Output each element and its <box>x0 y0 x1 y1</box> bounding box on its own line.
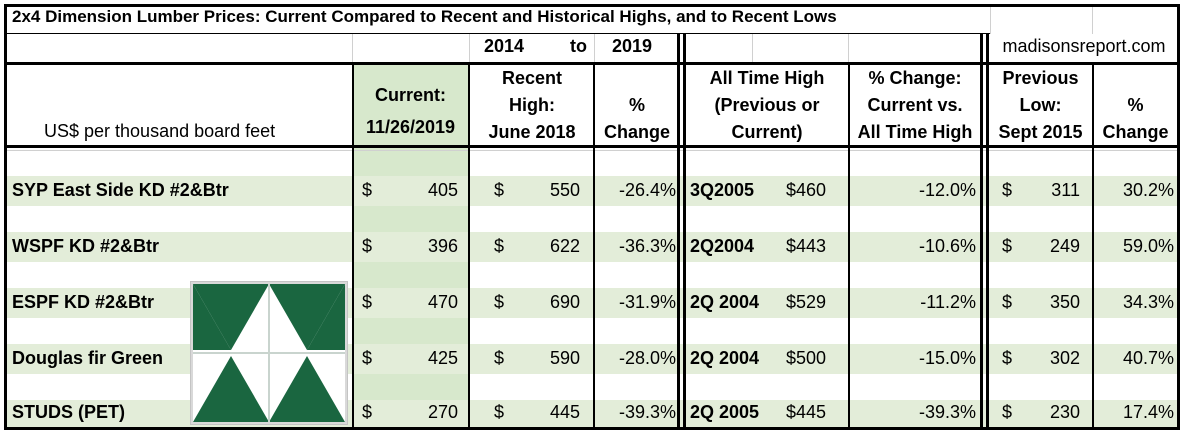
year-to-label: to <box>570 36 587 56</box>
pct-change-recent: -26.4% <box>618 180 676 200</box>
pct-change-recent: -31.9% <box>618 292 676 312</box>
currency-symbol: $ <box>362 348 373 368</box>
currency-symbol: $ <box>494 292 505 312</box>
units-header: US$ per thousand board feet <box>44 121 276 141</box>
recent-high-price: 590 <box>549 348 580 368</box>
prev-low-price: 302 <box>1049 348 1080 368</box>
currency-symbol: $ <box>1002 402 1013 422</box>
pct-low-header: % Change <box>1094 92 1177 146</box>
currency-symbol: $ <box>362 180 373 200</box>
recent-high-header: Recent High: June 2018 <box>470 65 594 146</box>
ath-period: 2Q 2005 <box>690 402 760 422</box>
current-header: Current: 11/26/2019 <box>352 79 469 143</box>
year-from: 2014 <box>484 36 525 56</box>
ath-line2: (Previous or <box>714 95 820 115</box>
product-name: SYP East Side KD #2&Btr <box>12 180 229 200</box>
pct-change-ath: -11.2% <box>920 292 976 312</box>
recent-high-line3: June 2018 <box>488 122 576 142</box>
prev-low-line2: Low: <box>1019 95 1062 115</box>
recent-high-line1: Recent <box>501 68 563 88</box>
prev-low-price: 350 <box>1049 292 1080 312</box>
prev-low-line1: Previous <box>1002 68 1079 88</box>
ath-period: 2Q 2004 <box>690 348 760 368</box>
ath-period: 3Q2005 <box>690 180 755 200</box>
ath-line1: All Time High <box>709 68 825 88</box>
product-name: Douglas fir Green <box>12 348 164 368</box>
current-price: 396 <box>427 236 458 256</box>
currency-symbol: $ <box>494 402 505 422</box>
currency-symbol: $ <box>1002 292 1013 312</box>
pct-change-ath: -15.0% <box>918 348 976 368</box>
pct-change-low: 30.2% <box>1122 180 1174 200</box>
pct-change-recent: -39.3% <box>618 402 676 422</box>
pct-ath-line3: All Time High <box>857 122 973 142</box>
recent-high-line2: High: <box>509 95 555 115</box>
pct-ath-header: % Change: Current vs. All Time High <box>850 65 980 146</box>
currency-symbol: $ <box>1002 348 1013 368</box>
current-price: 470 <box>427 292 458 312</box>
recent-high-price: 445 <box>549 402 580 422</box>
currency-symbol: $ <box>494 236 505 256</box>
ath-header: All Time High (Previous or Current) <box>686 65 848 146</box>
current-price: 425 <box>427 348 458 368</box>
pct-change-recent: -36.3% <box>618 236 676 256</box>
ath-price: $443 <box>786 236 827 256</box>
pct-change-ath: -39.3% <box>918 402 976 422</box>
ath-price: $460 <box>786 180 827 200</box>
prev-low-header: Previous Low: Sept 2015 <box>989 65 1092 146</box>
current-header-line1: Current: <box>375 85 446 105</box>
currency-symbol: $ <box>1002 236 1013 256</box>
pct-ath-line2: Current vs. <box>867 95 963 115</box>
ath-line3: Current) <box>731 122 803 142</box>
pct-change-low: 17.4% <box>1122 402 1174 422</box>
recent-high-price: 690 <box>549 292 580 312</box>
prev-low-line3: Sept 2015 <box>998 122 1083 142</box>
ath-price: $500 <box>786 348 827 368</box>
current-header-line2: 11/26/2019 <box>365 117 456 137</box>
currency-symbol: $ <box>362 402 373 422</box>
recent-high-price: 550 <box>549 180 580 200</box>
prev-low-price: 230 <box>1049 402 1080 422</box>
table-title: 2x4 Dimension Lumber Prices: Current Com… <box>12 7 837 26</box>
currency-symbol: $ <box>362 292 373 312</box>
current-price: 270 <box>427 402 458 422</box>
pct-change-low: 40.7% <box>1122 348 1174 368</box>
pct-change-recent: -28.0% <box>618 348 676 368</box>
currency-symbol: $ <box>494 348 505 368</box>
prev-low-price: 249 <box>1049 236 1080 256</box>
ath-period: 2Q 2004 <box>690 292 760 312</box>
currency-symbol: $ <box>1002 180 1013 200</box>
pct-recent-line1: % <box>628 95 645 115</box>
ath-price: $529 <box>786 292 827 312</box>
ath-period: 2Q2004 <box>690 236 755 256</box>
site-name: madisonsreport.com <box>1002 36 1166 56</box>
prev-low-price: 311 <box>1051 180 1080 200</box>
product-name: WSPF KD #2&Btr <box>12 236 160 256</box>
pct-change-low: 59.0% <box>1122 236 1174 256</box>
pct-low-line1: % <box>1127 95 1144 115</box>
ath-price: $445 <box>786 402 827 422</box>
pct-change-ath: -12.0% <box>918 180 976 200</box>
pct-ath-line1: % Change: <box>868 68 962 88</box>
pct-recent-header: % Change <box>595 92 679 146</box>
product-name: ESPF KD #2&Btr <box>12 292 155 312</box>
year-to: 2019 <box>612 36 653 56</box>
pct-low-line2: Change <box>1102 122 1169 142</box>
pct-recent-line2: Change <box>603 122 670 142</box>
madisons-logo <box>190 281 348 425</box>
pct-change-low: 34.3% <box>1122 292 1174 312</box>
product-name: STUDS (PET) <box>12 402 126 422</box>
current-price: 405 <box>427 180 458 200</box>
currency-symbol: $ <box>362 236 373 256</box>
recent-high-price: 622 <box>549 236 580 256</box>
currency-symbol: $ <box>494 180 505 200</box>
pct-change-ath: -10.6% <box>918 236 976 256</box>
